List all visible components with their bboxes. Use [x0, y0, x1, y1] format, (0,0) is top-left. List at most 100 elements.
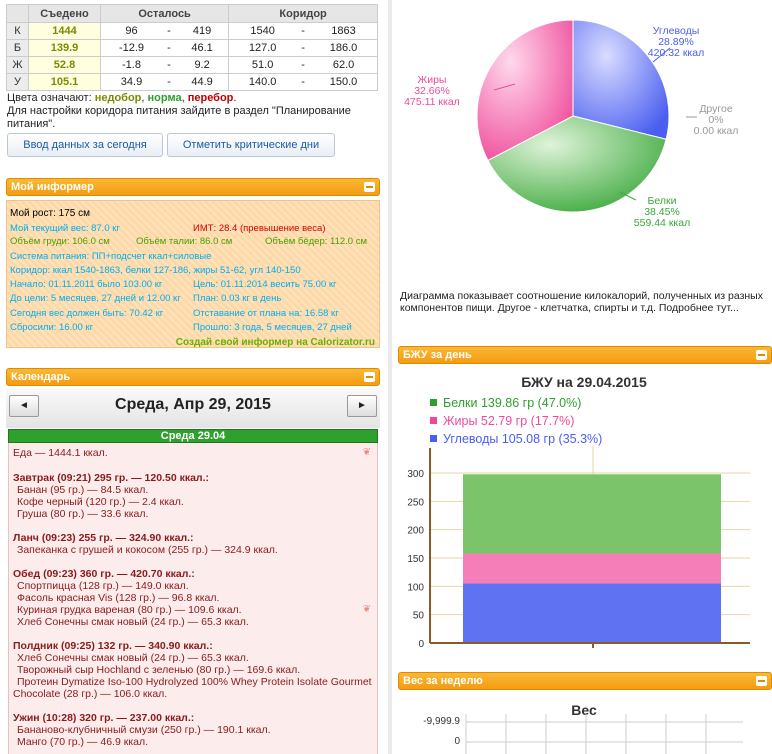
slice-name: Другое	[699, 103, 733, 115]
meal-header: Обед (09:23) 360 гр. — 420.70 ккал.:	[13, 568, 195, 580]
col-header: Коридор	[228, 4, 378, 23]
enter-today-button[interactable]: Ввод данных за сегодня	[7, 133, 163, 157]
meal-item: Chocolate (28 гр.) — 106.0 ккал.	[13, 688, 168, 700]
minimize-icon[interactable]	[364, 182, 375, 192]
slice-name: Углеводы	[652, 25, 700, 37]
minimize-icon[interactable]	[756, 350, 767, 360]
row-key: Ж	[6, 56, 29, 74]
dash: -	[161, 22, 176, 40]
range-from: 127.0	[228, 39, 297, 57]
meal-item: Протеин Dymatize Iso-100 Hydrolyzed 100%…	[17, 676, 372, 688]
informer-corridor: Коридор: ккал 1540-1863, белки 127-186, …	[10, 265, 301, 276]
informer-plan: План: 0.03 кг в день	[193, 293, 282, 304]
slice-pct: 38.45%	[644, 206, 680, 218]
y-tick-label: 0	[418, 639, 424, 650]
range-from: 1540	[228, 22, 297, 40]
slice-pct: 32.66%	[414, 85, 450, 97]
legend-swatch	[430, 435, 437, 442]
leader-line	[493, 83, 516, 91]
row-key: К	[6, 22, 29, 40]
col-header: Съедено	[28, 4, 101, 23]
pie-slice-protein	[487, 115, 667, 213]
leader-line	[652, 47, 671, 63]
eaten-value: 105.1	[28, 73, 101, 91]
legend-prefix: Цвета означают:	[7, 92, 92, 104]
left-from: 96	[99, 22, 162, 40]
meal-item: Фасоль красная Vis (128 гр.) — 96.8 ккал…	[17, 592, 220, 604]
next-day-button[interactable]: ►	[347, 395, 377, 417]
legend-swatch	[430, 399, 437, 406]
left-from: -12.9	[99, 39, 162, 57]
legend-sep: ,	[141, 92, 145, 104]
table-row: Ж 52.8 -1.8 - 9.2 51.0 - 62.0	[6, 56, 379, 74]
left-from: 34.9	[99, 73, 162, 91]
legend-swatch	[430, 417, 437, 424]
bju-widget-title: БЖУ за день	[403, 349, 472, 361]
legend-carbs: Углеводы 105.08 гр (35.3%)	[430, 432, 602, 446]
meal-header: Ужин (10:28) 320 гр. — 237.00 ккал.:	[13, 712, 195, 724]
calendar-header[interactable]: Календарь	[6, 368, 380, 386]
slice-name: Белки	[647, 195, 677, 207]
meal-item: Кофе черный (120 гр.) — 2.4 ккал.	[17, 496, 184, 508]
meal-item: Творожный сыр Hochland с зеленью (80 гр.…	[17, 664, 301, 676]
pie-label-other: Другое 0% 0.00 ккал	[688, 104, 744, 137]
legend-sep: ,	[181, 92, 185, 104]
slice-kcal: 559.44 ккал	[633, 217, 691, 229]
bar-protein	[463, 474, 721, 554]
calendar-title: Календарь	[11, 371, 71, 383]
dash: -	[296, 22, 311, 40]
row-key: Б	[6, 39, 29, 57]
meal-item: Груша (80 гр.) — 33.6 ккал.	[17, 508, 149, 520]
row-key: У	[6, 73, 29, 91]
bju-svg: 300 250 200 150 100 50 0	[407, 446, 750, 650]
critical-days-button[interactable]: Отметить критические дни	[167, 133, 335, 157]
bar-carbs	[463, 583, 721, 643]
minimize-icon[interactable]	[756, 676, 767, 686]
informer-behind: Отставание от плана на: 16.58 кг	[193, 308, 339, 319]
informer-panel: Мой рост: 175 см Мой текущий вес: 87.0 к…	[6, 200, 380, 348]
informer-hips: Объём бёдер: 112.0 см	[265, 236, 368, 247]
prev-day-button[interactable]: ◄	[9, 395, 39, 417]
informer-height: Мой рост: 175 см	[10, 208, 90, 219]
informer-goal: Цель: 01.11.2014 весить 75.00 кг	[193, 279, 337, 290]
dash: -	[296, 56, 311, 74]
calendar-nav: ◄ Среда, Апр 29, 2015 ►	[6, 388, 380, 428]
paw-icon[interactable]: ❦	[362, 447, 371, 458]
informer-passed: Прошло: 3 года, 5 месяцев, 27 дней	[193, 322, 352, 333]
weight-grid	[465, 714, 743, 754]
eaten-value: 1444	[28, 22, 101, 40]
slice-pct: 28.89%	[658, 36, 694, 48]
paw-icon[interactable]: ❦	[362, 604, 371, 615]
dash: -	[296, 39, 311, 57]
meal-item: Запеканка с грушей и кокосом (255 гр.) —…	[17, 544, 278, 556]
weight-header[interactable]: Вес за неделю	[398, 672, 772, 690]
kcal-pie-chart: Углеводы 28.89% 420.32 ккал Другое 0% 0.…	[398, 0, 770, 290]
nutrition-table: Съедено Осталось Коридор К 1444 96 - 419…	[6, 4, 379, 91]
y-tick-label: 250	[407, 497, 424, 508]
minimize-icon[interactable]	[364, 372, 375, 382]
left-to: 9.2	[175, 56, 230, 74]
meal-item: Куриная грудка вареная (80 гр.) — 109.6 …	[17, 604, 242, 616]
weight-ytick: -9,999.9	[423, 716, 460, 727]
meal-item: Бананово-клубничный смузи (250 гр.) — 19…	[17, 724, 271, 736]
meal-item: Хлеб Сонечны смак новый (24 гр.) — 65.3 …	[17, 652, 249, 664]
create-informer-link[interactable]: Создай свой информер на Calorizator.ru	[175, 337, 375, 348]
legend-under: недобор	[94, 92, 142, 104]
meal-header: Ланч (09:23) 255 гр. — 324.90 ккал.:	[13, 532, 194, 544]
slice-name: Жиры	[417, 74, 447, 86]
left-to: 44.9	[175, 73, 230, 91]
informer-to-goal: До цели: 5 месяцев, 27 дней и 12.00 кг	[10, 293, 181, 304]
range-to: 62.0	[310, 56, 379, 74]
informer-chest: Объём груди: 106.0 см	[10, 236, 110, 247]
slice-kcal: 0.00 ккал	[693, 125, 739, 137]
slice-kcal: 420.32 ккал	[647, 47, 705, 59]
pie-slice-fat	[476, 19, 574, 162]
bju-header[interactable]: БЖУ за день	[398, 346, 772, 364]
informer-header[interactable]: Мой информер	[6, 178, 380, 196]
range-to: 150.0	[310, 73, 379, 91]
bju-chart: БЖУ на 29.04.2015 Белки 139.86 гр (47.0%…	[398, 366, 770, 656]
y-tick-label: 50	[413, 611, 425, 622]
pie-label-carbs: Углеводы 28.89% 420.32 ккал	[646, 26, 706, 59]
informer-weight: Мой текущий вес: 87.0 кг	[10, 223, 120, 234]
pie-slice-carbs	[572, 19, 670, 140]
